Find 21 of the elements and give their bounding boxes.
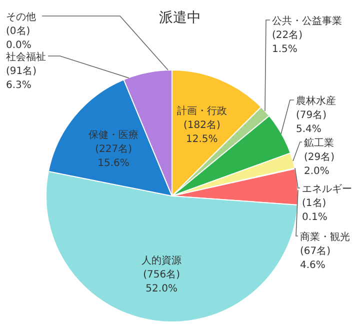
data-label: (79名) 5.4% — [296, 109, 327, 135]
data-label: (1名) 0.1% — [302, 197, 328, 223]
slice-label: 人的資源 — [142, 254, 182, 266]
text: (0名) 0.0% — [6, 26, 32, 51]
slice-label: 鉱工業 — [304, 137, 334, 149]
slice-label: 保健・医療 — [88, 129, 139, 142]
data-label: (227名) 15.6% — [95, 143, 132, 170]
slice-label: エネルギー — [302, 183, 352, 195]
data-label: (22名) 1.5% — [272, 29, 303, 55]
data-label: (91名) 6.3% — [6, 65, 37, 91]
slice-label: 公共・公益事業 — [272, 15, 342, 27]
data-label: (67名) 4.6% — [300, 245, 331, 271]
category-label: その他 — [6, 12, 36, 23]
data-label: (29名) 2.0% — [304, 151, 335, 177]
slice-label: 農林水産 — [296, 95, 336, 107]
slice-label: 商業・観光 — [300, 231, 350, 243]
data-label: (182名) 12.5% — [183, 118, 220, 145]
data-label: (756名) 52.0% — [143, 268, 180, 294]
slice-label: 計画・行政 — [176, 104, 227, 117]
slice-label: 社会福祉 — [6, 51, 46, 63]
chart-title: 派遣中 — [159, 10, 201, 26]
